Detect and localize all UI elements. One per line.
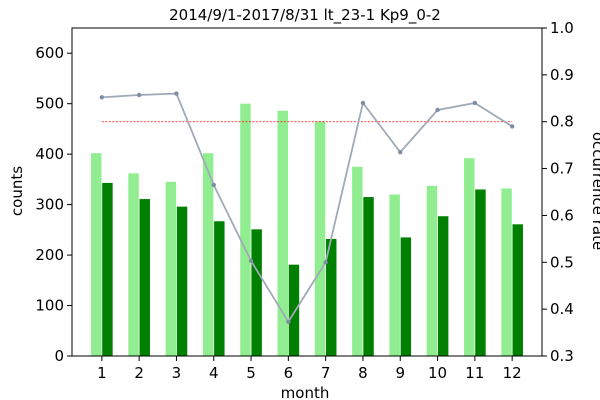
y2-tick-label: 0.7 [550, 160, 574, 178]
plot-area: 1 2 3 4 5 6 7 8 9 10 11 1201002003004005006000.30.4… [35, 19, 574, 382]
y2-tick-label: 0.8 [550, 113, 574, 131]
line-point-m8 [360, 100, 366, 106]
line-point-m6 [286, 319, 291, 324]
bar-s1-m1 [91, 153, 102, 356]
line-point-m4 [211, 182, 216, 188]
x-tick-label: 1 [97, 364, 107, 382]
bar-s2-m9 [400, 237, 412, 356]
bar-s1-m5 [240, 103, 251, 356]
bar-s2-m3 [176, 206, 188, 356]
bar-s1-m4 [202, 153, 214, 356]
bar-s1-m6 [277, 110, 288, 356]
y2-tick-label: 0.3 [550, 347, 574, 365]
bar-s2-m8 [363, 197, 374, 356]
x-tick-label: 9 [395, 364, 405, 382]
line-point-m5 [248, 258, 254, 264]
x-tick-label: 4 [209, 364, 219, 382]
x-tick-label: 2 [134, 364, 144, 382]
bar-s2-m4 [214, 221, 225, 356]
line-point-m11 [472, 100, 478, 106]
chart-title: 2014/9/1-2017/8/31 lt_23-1 Kp9_0-2 [169, 6, 441, 25]
bar-s1-m3 [165, 181, 177, 356]
bar-s2-m7 [326, 238, 337, 356]
bar-s1-m11 [464, 158, 475, 356]
y2-tick-label: 1.0 [550, 19, 574, 37]
line-point-m1 [99, 95, 105, 100]
y2-tick-label: 0.5 [550, 253, 574, 271]
y-axis-label: counts [8, 166, 26, 216]
bar-s2-m6 [288, 264, 300, 356]
y2-tick-label: 0.4 [550, 300, 574, 318]
plot-frame [71, 27, 543, 357]
line-point-m3 [174, 91, 179, 96]
x-tick-label: 11 [465, 364, 484, 382]
y-tick-label: 0 [54, 347, 64, 365]
y2-axis-label: occurrence rate [589, 132, 600, 250]
y-tick-label: 300 [35, 196, 64, 214]
bar-s2-m10 [437, 216, 449, 356]
bar-s2-m12 [512, 224, 523, 356]
x-tick-label: 3 [172, 364, 182, 382]
occurrence-rate-line [101, 92, 513, 324]
y-tick-label: 200 [35, 246, 64, 264]
y-tick-label: 100 [35, 297, 64, 315]
bar-s2-m1 [102, 182, 113, 356]
x-tick-label: 10 [428, 364, 447, 382]
bar-s2-m5 [251, 229, 262, 356]
y-tick-label: 400 [35, 145, 64, 163]
x-tick-label: 7 [321, 364, 331, 382]
line-point-m7 [323, 260, 328, 265]
x-tick-label: 5 [246, 364, 256, 382]
line-point-m10 [435, 107, 440, 113]
x-tick-label: 12 [503, 364, 522, 382]
x-tick-label: 8 [358, 364, 368, 382]
bar-s1-m8 [352, 166, 363, 356]
y-tick-label: 500 [35, 95, 64, 113]
bar-s2-m11 [475, 189, 486, 356]
y-tick-label: 600 [35, 44, 64, 62]
bar-s1-m9 [389, 194, 400, 356]
y2-tick-label: 0.6 [550, 206, 574, 224]
bar-s2-m2 [139, 199, 150, 356]
x-tick-label: 6 [284, 364, 294, 382]
x-axis-label: month [281, 384, 330, 400]
line-point-m9 [398, 149, 403, 155]
y2-tick-label: 0.9 [550, 66, 574, 84]
line-point-m2 [136, 92, 142, 98]
bar-s1-m12 [501, 188, 512, 356]
bar-s1-m7 [314, 121, 326, 356]
line-point-m12 [509, 124, 515, 129]
bar-s1-m2 [128, 173, 139, 356]
bar-s1-m10 [426, 185, 438, 356]
